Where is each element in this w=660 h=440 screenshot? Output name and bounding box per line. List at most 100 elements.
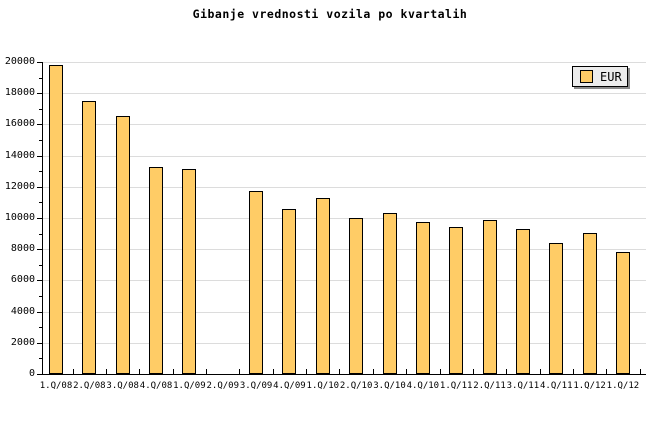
x-boundary-tick	[639, 369, 641, 374]
y-tick-label: 12000	[4, 180, 35, 192]
y-minor-tick	[39, 264, 42, 266]
x-boundary-tick	[339, 369, 341, 374]
x-category-label: 2.Q/09	[206, 381, 239, 391]
x-boundary-tick	[306, 369, 308, 374]
gridline	[42, 124, 646, 126]
x-category-label: 3.Q/09	[239, 381, 273, 391]
x-category-label: 4.Q/11	[539, 381, 573, 391]
y-minor-tick	[39, 171, 42, 173]
x-boundary-tick	[239, 369, 241, 374]
bar	[415, 221, 430, 374]
y-major-tick	[37, 374, 42, 375]
y-tick-label: 4000	[10, 305, 35, 317]
y-tick-label: 0	[28, 368, 35, 379]
x-category-label: 1.Q/10	[306, 381, 340, 391]
x-boundary-tick	[439, 369, 441, 374]
x-boundary-tick	[539, 369, 541, 374]
y-major-tick	[37, 218, 42, 219]
x-boundary-tick	[406, 369, 408, 374]
x-boundary-tick	[106, 369, 108, 374]
y-major-tick	[37, 155, 42, 157]
x-category-label: 1.Q/12	[606, 381, 640, 391]
bar	[115, 115, 130, 374]
plot-area: 0 2000 4000 6000 8000 10000 12000 14000 16000 180…	[5, 56, 646, 391]
y-tick-label: 20000	[4, 56, 35, 67]
y-major-tick	[37, 249, 42, 251]
bar	[382, 213, 397, 374]
x-category-label: 1.Q/11	[439, 381, 473, 391]
bar	[482, 219, 497, 374]
bar	[182, 168, 197, 374]
x-axis-line	[42, 374, 646, 375]
x-category-label: 4.Q/10	[406, 381, 440, 391]
y-tick-label: 16000	[4, 118, 35, 130]
x-category-label: 2.Q/10	[339, 381, 373, 391]
y-minor-tick	[39, 296, 42, 297]
x-boundary-tick	[272, 369, 274, 374]
x-category-label: 1.Q/09	[173, 381, 206, 391]
x-boundary-tick	[606, 369, 608, 374]
x-category-label: 3.Q/11	[506, 381, 540, 391]
bar	[615, 251, 630, 374]
y-tick-label: 14000	[4, 149, 35, 161]
gridline	[42, 93, 646, 95]
x-category-label: 3.Q/08	[106, 381, 139, 391]
y-major-tick	[37, 280, 42, 282]
bar	[515, 228, 530, 374]
y-tick-label: 2000	[10, 336, 35, 348]
x-boundary-tick	[72, 369, 74, 374]
bar	[49, 65, 63, 374]
bar	[315, 197, 330, 374]
x-boundary-tick	[506, 369, 508, 374]
y-major-tick	[37, 93, 42, 95]
y-minor-tick	[39, 327, 42, 329]
bar	[549, 242, 564, 374]
gridline	[42, 155, 646, 157]
legend-box: EUR	[572, 66, 628, 87]
chart-title: Gibanje vrednosti vozila po kvartalih	[192, 7, 468, 21]
gridline	[42, 311, 646, 313]
x-category-label: 4.Q/08	[139, 381, 173, 391]
x-boundary-tick	[372, 369, 374, 374]
gridline	[42, 249, 646, 251]
x-category-label: 1.Q/08	[39, 381, 73, 391]
bar	[249, 190, 264, 374]
x-category-label: 4.Q/09	[273, 381, 306, 391]
x-category-label: 2.Q/08	[73, 381, 106, 391]
y-major-tick	[37, 311, 42, 313]
bar	[149, 167, 164, 374]
x-boundary-tick	[172, 369, 174, 374]
y-tick-label: 6000	[10, 274, 35, 286]
y-minor-tick	[39, 77, 42, 79]
bar	[282, 209, 297, 374]
y-tick-label: 8000	[10, 243, 35, 255]
y-major-tick	[37, 186, 42, 188]
bar	[349, 218, 364, 374]
y-major-tick	[37, 342, 42, 344]
gridline	[42, 218, 646, 219]
gridline	[42, 280, 646, 282]
x-boundary-tick	[139, 369, 141, 374]
y-minor-tick	[39, 108, 42, 110]
gridline	[42, 62, 646, 63]
y-major-tick	[37, 62, 42, 63]
bar	[82, 101, 97, 374]
y-minor-tick	[39, 140, 42, 141]
gridline	[42, 342, 646, 344]
x-boundary-tick	[206, 369, 208, 374]
legend-label: EUR	[600, 69, 622, 84]
legend-swatch-icon	[580, 70, 593, 83]
y-minor-tick	[39, 202, 42, 204]
x-category-label: 1.Q/12	[573, 381, 606, 391]
gridline	[42, 186, 646, 188]
y-major-tick	[37, 124, 42, 126]
y-tick-label: 18000	[4, 87, 35, 99]
x-boundary-tick	[472, 369, 474, 374]
y-minor-tick	[39, 233, 42, 235]
y-tick-label: 10000	[4, 212, 35, 223]
x-category-label: 2.Q/11	[473, 381, 506, 391]
bar	[449, 226, 464, 374]
x-boundary-tick	[572, 369, 574, 374]
bar	[582, 232, 597, 374]
